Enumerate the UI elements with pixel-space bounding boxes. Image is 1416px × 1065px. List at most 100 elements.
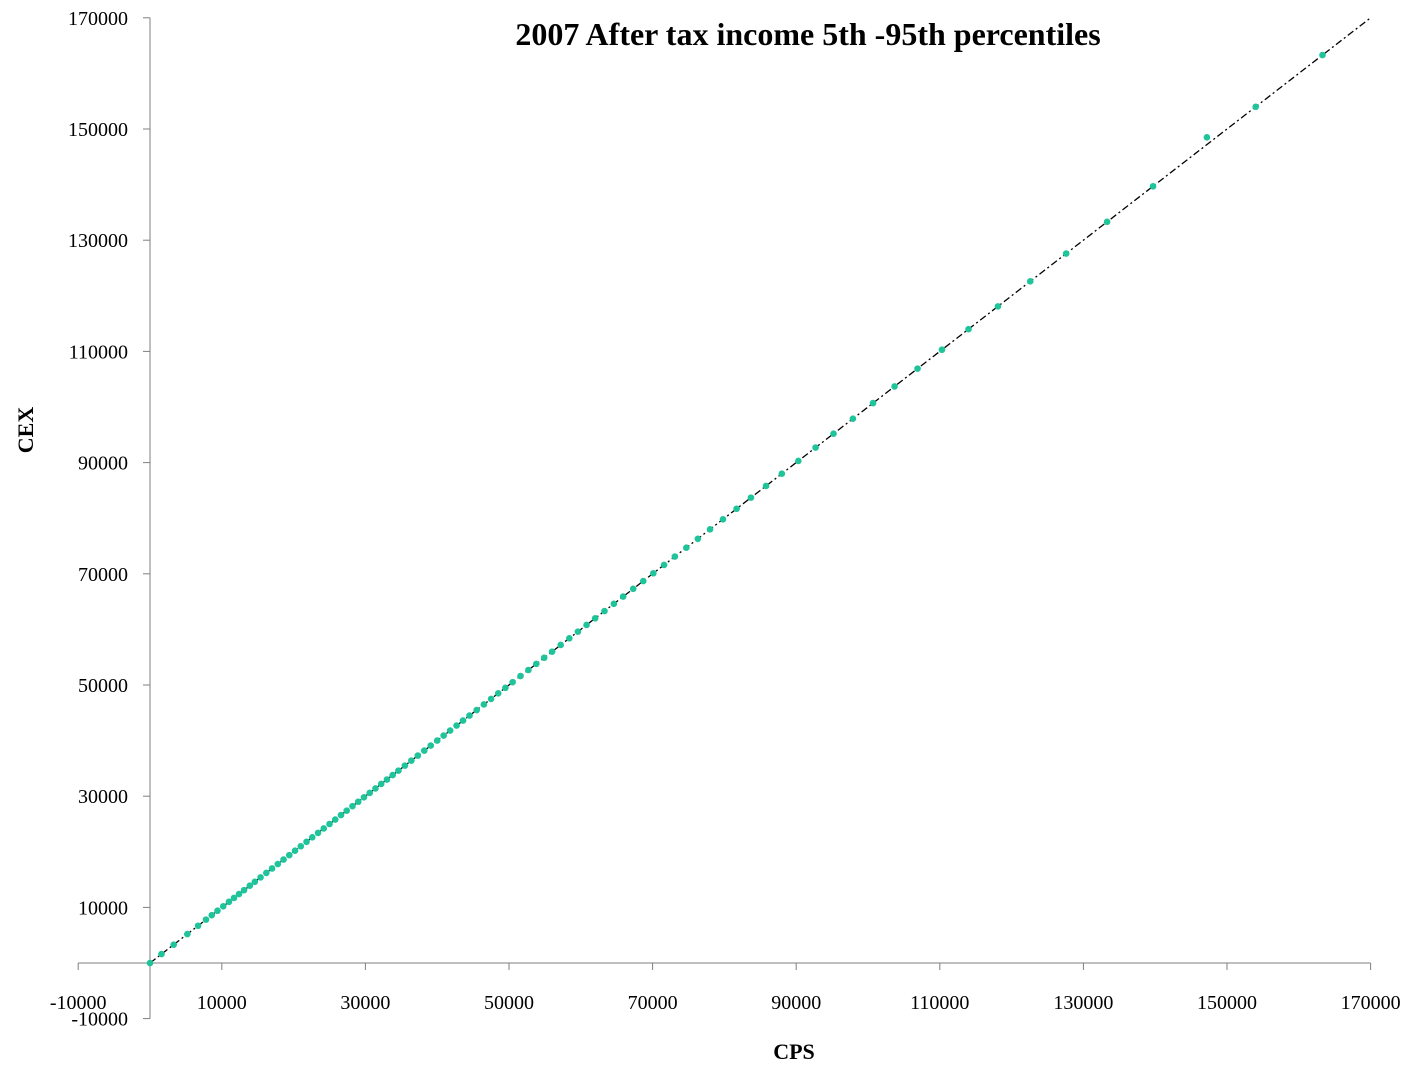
data-point — [601, 607, 608, 615]
data-point — [1319, 51, 1326, 59]
data-point — [502, 684, 509, 692]
y-tick-label: 70000 — [78, 564, 128, 586]
data-point — [610, 600, 618, 608]
data-point — [202, 916, 210, 923]
chart-title: 2007 After tax income 5th -95th percenti… — [515, 16, 1100, 52]
axis-ticks: -10000 10000 30000 50000 70000 90000 110000 130… — [50, 8, 1401, 1031]
data-point — [446, 727, 454, 734]
x-tick-label: 110000 — [910, 992, 969, 1014]
data-point — [548, 648, 556, 655]
data-point — [719, 516, 727, 523]
x-tick-label: 30000 — [340, 992, 390, 1014]
data-point — [778, 470, 786, 478]
data-point — [360, 794, 368, 801]
data-point — [230, 894, 238, 902]
data-point — [706, 526, 714, 533]
data-point — [354, 798, 362, 806]
y-tick-label: 30000 — [78, 786, 128, 808]
data-point — [629, 585, 637, 593]
data-point — [812, 444, 819, 451]
data-point — [268, 865, 276, 872]
data-point — [389, 771, 396, 779]
data-point — [1026, 278, 1034, 285]
x-tick-label: 170000 — [1341, 992, 1401, 1014]
data-point — [291, 847, 299, 854]
data-point — [240, 886, 248, 894]
data-point — [540, 654, 548, 662]
data-point — [314, 829, 322, 837]
data-point — [208, 911, 216, 919]
data-point — [1252, 103, 1260, 111]
data-point — [214, 907, 221, 915]
data-point — [532, 660, 540, 668]
axes — [78, 17, 1371, 1019]
y-tick-label: 130000 — [68, 230, 128, 252]
data-point — [453, 722, 460, 729]
data-point — [235, 890, 243, 898]
y-tick-label: 10000 — [78, 897, 128, 919]
data-point — [225, 898, 233, 906]
data-point — [274, 860, 282, 868]
data-point — [965, 325, 972, 333]
data-point — [170, 941, 177, 948]
data-point — [219, 902, 227, 910]
y-tick-label: 110000 — [69, 341, 128, 363]
data-point — [280, 856, 287, 863]
x-tick-label: -10000 — [50, 992, 107, 1014]
x-axis-title: CPS — [773, 1039, 815, 1064]
y-axis-title: CEX — [13, 407, 38, 454]
data-point — [383, 776, 391, 783]
data-point — [337, 811, 345, 819]
data-point — [1149, 182, 1157, 190]
data-point — [433, 737, 441, 744]
data-point — [574, 628, 582, 635]
data-point — [566, 634, 573, 642]
data-point — [762, 482, 770, 490]
data-point — [747, 494, 755, 501]
data-point — [194, 922, 202, 930]
y-tick-label: -10000 — [71, 1009, 128, 1031]
data-point — [466, 712, 473, 719]
data-point — [683, 544, 690, 551]
data-point — [1103, 218, 1111, 226]
data-point — [349, 802, 356, 810]
data-point — [1203, 134, 1211, 141]
y-tick-label: 170000 — [68, 8, 128, 30]
data-point — [494, 690, 502, 697]
data-point — [366, 789, 374, 797]
x-tick-label: 10000 — [197, 992, 247, 1014]
x-tick-label: 130000 — [1053, 992, 1113, 1014]
data-point — [331, 816, 339, 823]
data-points — [146, 51, 1326, 967]
y-tick-label: 90000 — [78, 453, 128, 475]
data-point — [994, 303, 1002, 310]
data-point — [583, 621, 590, 629]
data-point — [660, 561, 668, 569]
data-point — [509, 678, 516, 686]
data-point — [694, 535, 702, 543]
x-tick-label: 90000 — [771, 992, 821, 1014]
data-point — [420, 747, 428, 754]
y-tick-label: 50000 — [78, 675, 128, 697]
data-point — [650, 569, 657, 577]
data-point — [408, 757, 415, 764]
data-point — [184, 930, 191, 938]
data-point — [326, 820, 333, 828]
data-point — [459, 717, 467, 724]
data-point — [377, 780, 385, 788]
data-point — [480, 701, 488, 708]
data-point — [372, 785, 379, 792]
data-point — [158, 950, 165, 958]
x-tick-label: 50000 — [484, 992, 534, 1014]
data-point — [401, 762, 409, 769]
data-point — [914, 365, 921, 372]
data-point — [938, 346, 946, 354]
data-point — [891, 383, 898, 390]
data-point — [591, 614, 599, 622]
data-point — [414, 752, 422, 759]
data-point — [246, 882, 254, 890]
data-point — [639, 577, 647, 585]
data-point — [619, 593, 627, 600]
data-point — [257, 874, 264, 881]
